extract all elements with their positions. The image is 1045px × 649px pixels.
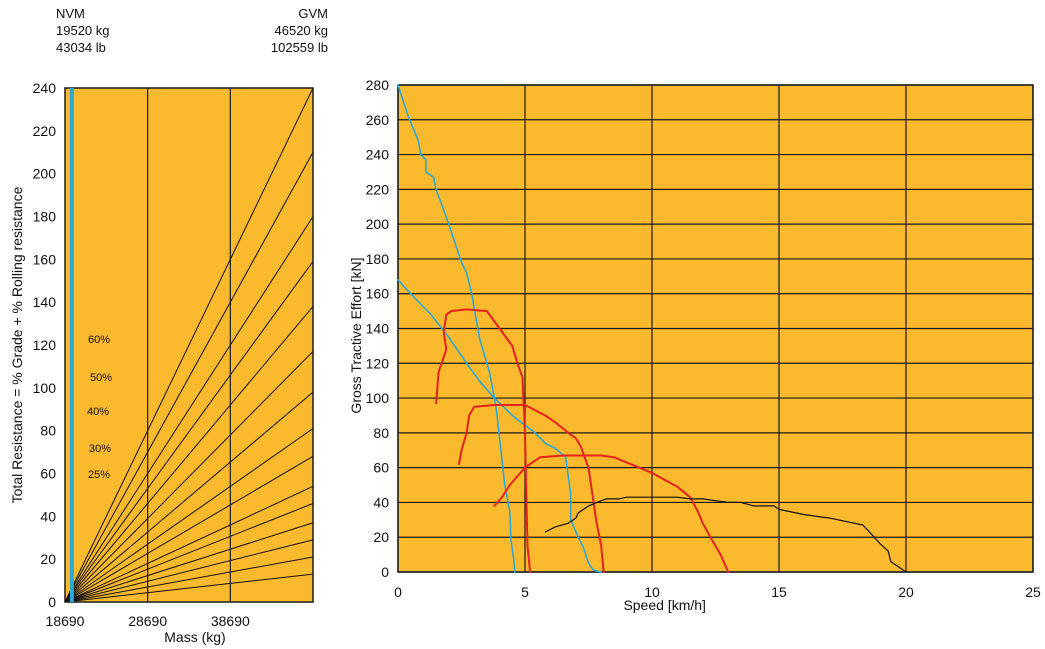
nvm-kg: 19520 kg bbox=[56, 23, 110, 38]
y-axis-label: Gross Tractive Effort [kN] bbox=[348, 257, 364, 413]
limit-curve bbox=[397, 84, 516, 573]
x-tick-label: 0 bbox=[394, 584, 402, 600]
x-tick-label: 38690 bbox=[211, 613, 250, 629]
resistance-line bbox=[64, 216, 314, 603]
grade-label: 60% bbox=[88, 334, 110, 346]
y-tick-label: 200 bbox=[33, 166, 57, 182]
nvm-header: NVM 19520 kg 43034 lb bbox=[56, 5, 110, 56]
y-tick-label: 140 bbox=[33, 294, 57, 310]
resistance-line bbox=[64, 87, 314, 603]
y-tick-label: 100 bbox=[33, 380, 57, 396]
x-tick-label: 25 bbox=[1025, 584, 1041, 600]
x-tick-label: 5 bbox=[521, 584, 529, 600]
x-tick-label: 18690 bbox=[46, 613, 85, 629]
resistance-line bbox=[64, 522, 314, 603]
y-tick-label: 240 bbox=[366, 147, 390, 163]
x-tick-label: 15 bbox=[771, 584, 787, 600]
grade-label: 25% bbox=[88, 469, 110, 481]
resistance-line bbox=[64, 351, 314, 603]
x-axis-label: Mass (kg) bbox=[164, 629, 225, 645]
resistance-line bbox=[64, 503, 314, 603]
nvm-label: NVM bbox=[56, 6, 85, 21]
y-tick-label: 20 bbox=[40, 551, 56, 567]
y-tick-label: 240 bbox=[33, 80, 57, 96]
resistance-line bbox=[64, 573, 314, 603]
x-tick-label: 20 bbox=[898, 584, 914, 600]
resistance-line bbox=[64, 152, 314, 603]
resistance-line bbox=[64, 306, 314, 603]
y-tick-label: 220 bbox=[33, 123, 57, 139]
y-tick-label: 0 bbox=[48, 594, 56, 610]
y-tick-label: 140 bbox=[366, 321, 390, 337]
y-tick-label: 260 bbox=[366, 112, 390, 128]
x-axis-label: Speed [km/h] bbox=[623, 597, 706, 613]
resistance-line bbox=[64, 556, 314, 603]
converter-curve bbox=[458, 404, 605, 573]
grade-label: 30% bbox=[89, 443, 111, 455]
y-tick-label: 280 bbox=[366, 77, 390, 93]
gvm-header: GVM 46520 kg 102559 lb bbox=[228, 5, 328, 56]
tractive-effort-chart: 0 20 40 60 80 100 120 140 160 180 200 220 240 260 280 0… bbox=[348, 77, 1041, 613]
resistance-line bbox=[64, 428, 314, 603]
resistance-line bbox=[64, 261, 314, 603]
resistance-line bbox=[64, 539, 314, 603]
y-tick-label: 180 bbox=[33, 209, 57, 225]
resistance-line bbox=[64, 391, 314, 603]
nvm-lb: 43034 lb bbox=[56, 40, 106, 55]
gear-curve bbox=[544, 496, 907, 573]
y-tick-label: 0 bbox=[381, 564, 389, 580]
plot-frame bbox=[64, 87, 314, 603]
y-tick-label: 60 bbox=[40, 466, 56, 482]
grade-label: 40% bbox=[87, 406, 109, 418]
gvm-kg: 46520 kg bbox=[274, 23, 329, 38]
plot-frame bbox=[397, 84, 1034, 573]
y-tick-label: 180 bbox=[366, 251, 390, 267]
y-tick-label: 120 bbox=[366, 355, 390, 371]
gvm-lb: 102559 lb bbox=[270, 40, 328, 55]
x-tick-label: 28690 bbox=[128, 613, 167, 629]
converter-curve bbox=[493, 454, 730, 573]
resistance-line bbox=[64, 485, 314, 603]
y-tick-label: 60 bbox=[373, 460, 389, 476]
x-tick-label: 10 bbox=[644, 584, 660, 600]
y-tick-label: 20 bbox=[373, 529, 389, 545]
y-tick-label: 160 bbox=[33, 251, 57, 267]
y-axis-label: Total Resistance = % Grade + % Rolling r… bbox=[9, 186, 25, 503]
y-tick-label: 80 bbox=[373, 425, 389, 441]
resistance-line bbox=[64, 455, 314, 603]
y-tick-label: 200 bbox=[366, 216, 390, 232]
y-tick-label: 120 bbox=[33, 337, 57, 353]
y-tick-label: 100 bbox=[366, 390, 390, 406]
grade-label: 50% bbox=[90, 372, 112, 384]
converter-curve bbox=[435, 308, 532, 573]
limit-curve bbox=[397, 278, 603, 573]
y-tick-label: 80 bbox=[40, 423, 56, 439]
y-tick-label: 40 bbox=[40, 508, 56, 524]
y-tick-label: 160 bbox=[366, 286, 390, 302]
y-tick-label: 40 bbox=[373, 494, 389, 510]
mass-resistance-chart: 0 20 40 60 80 100 120 140 160 180 200 220 240 60% 50% 4… bbox=[9, 80, 314, 645]
gvm-label: GVM bbox=[298, 6, 328, 21]
y-tick-label: 220 bbox=[366, 181, 390, 197]
